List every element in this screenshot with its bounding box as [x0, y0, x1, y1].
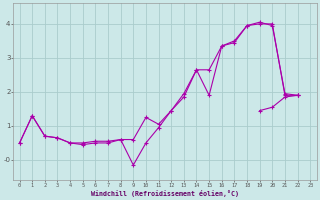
X-axis label: Windchill (Refroidissement éolien,°C): Windchill (Refroidissement éolien,°C)	[91, 190, 239, 197]
